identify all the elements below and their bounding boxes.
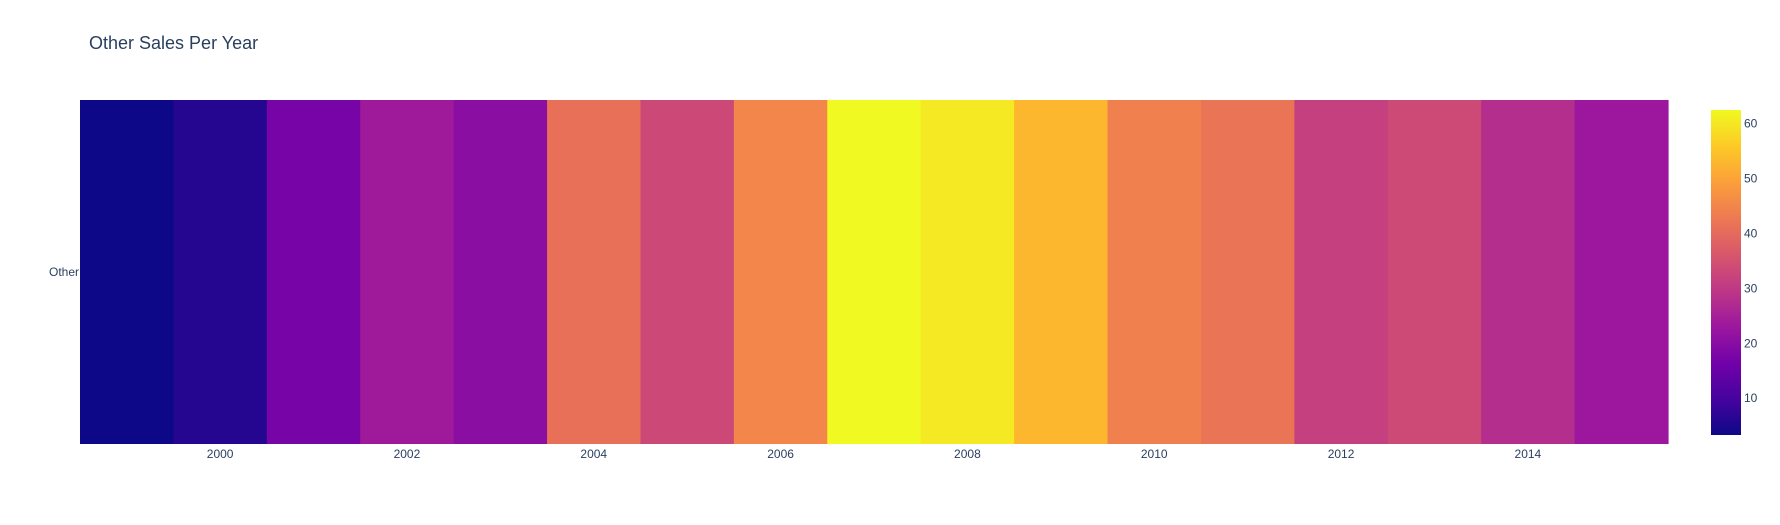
colorbar-tick-label: 50 (1744, 172, 1758, 186)
x-tick-label: 2002 (394, 447, 421, 461)
heatmap-cell-2013 (1387, 100, 1482, 444)
heatmap-cell-2001 (266, 100, 361, 444)
colorbar-tick-label: 40 (1744, 227, 1758, 241)
x-axis: 2000 2002 2004 2006 2008 2010 2012 2014 (207, 447, 1542, 461)
x-tick-label: 2010 (1141, 447, 1168, 461)
heatmap-cell-2005 (640, 100, 735, 444)
x-tick-label: 2012 (1328, 447, 1355, 461)
colorbar-gradient (1711, 110, 1741, 435)
y-tick-label: Other (49, 265, 79, 279)
heatmap-cell-2004 (547, 100, 642, 444)
heatmap-cell-2008 (920, 100, 1015, 444)
heatmap-cell-2010 (1107, 100, 1202, 444)
x-tick-label: 2006 (767, 447, 794, 461)
heatmap-cell-2011 (1200, 100, 1295, 444)
colorbar-tick-label: 20 (1744, 336, 1758, 350)
heatmap-cell-2007 (827, 100, 922, 444)
heatmap-cell-2014 (1481, 100, 1576, 444)
colorbar-tick-label: 60 (1744, 117, 1758, 131)
x-tick-label: 2000 (207, 447, 234, 461)
colorbar: 10 20 30 40 50 60 (1711, 110, 1758, 435)
x-tick-label: 2014 (1515, 447, 1542, 461)
heatmap-cell-2015 (1574, 100, 1669, 444)
colorbar-tick-label: 30 (1744, 281, 1758, 295)
heatmap-cell-2003 (453, 100, 548, 444)
heatmap-cells (80, 100, 1669, 444)
chart-title: Other Sales Per Year (89, 33, 259, 53)
y-axis: Other (49, 265, 79, 279)
colorbar-tick-label: 10 (1744, 391, 1758, 405)
heatmap-cell-2012 (1294, 100, 1389, 444)
heatmap-cell-2002 (360, 100, 455, 444)
x-tick-label: 2008 (954, 447, 981, 461)
heatmap-cell-2009 (1014, 100, 1109, 444)
x-tick-label: 2004 (580, 447, 607, 461)
heatmap-cell-2006 (733, 100, 828, 444)
heatmap-cell-1999 (80, 100, 175, 444)
heatmap-cell-2000 (173, 100, 268, 444)
